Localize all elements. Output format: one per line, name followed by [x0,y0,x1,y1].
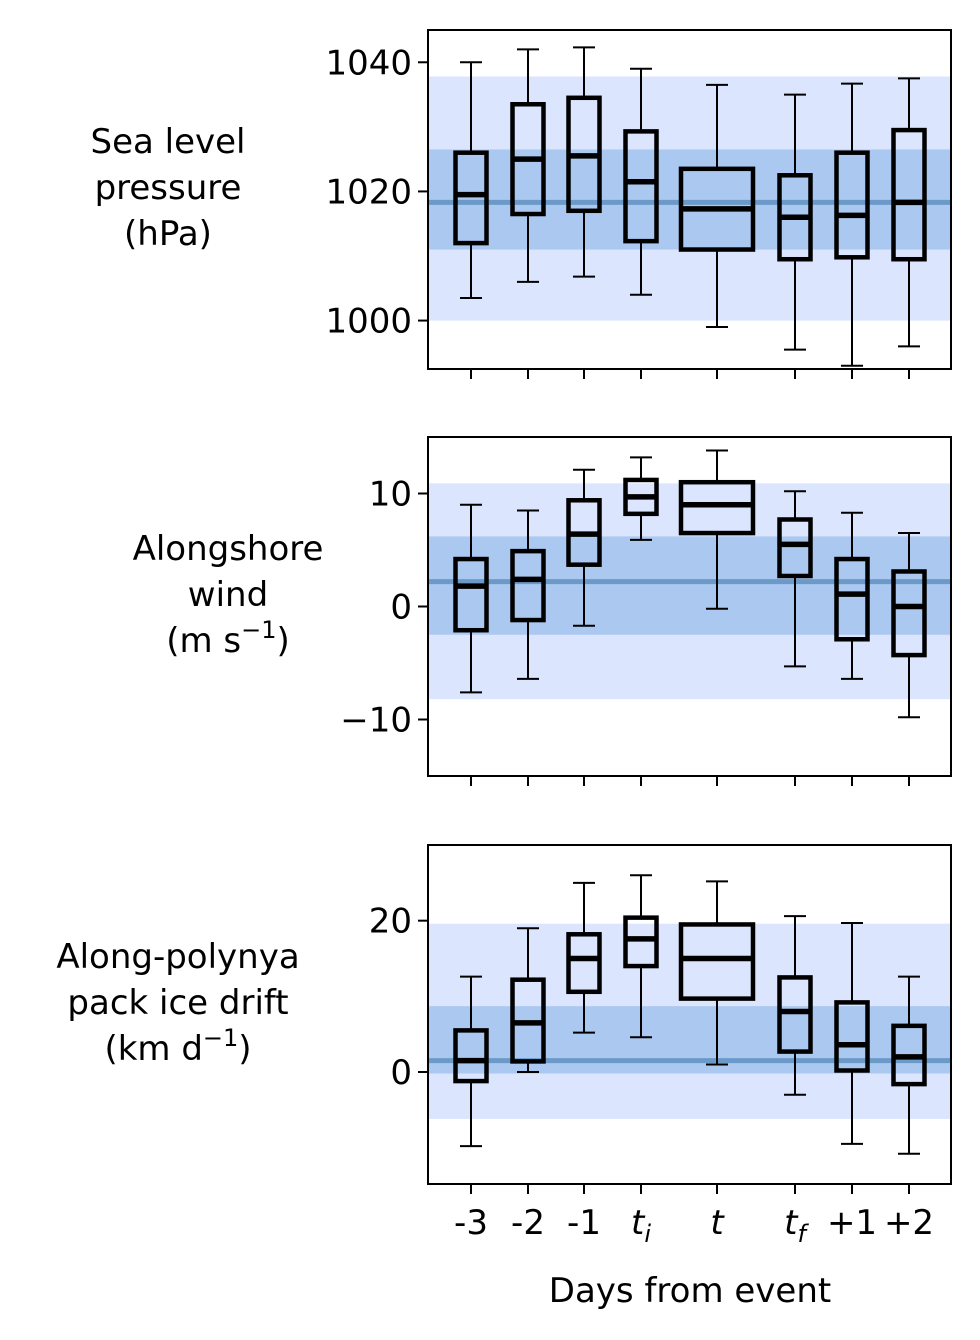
x-axis-label: Days from event [549,1271,831,1311]
x-tick-label: -1 [567,1203,601,1243]
climatology-inner-band [428,1006,951,1074]
box-iqr [453,150,489,246]
box--1 [566,46,602,278]
y-axis-label: Along-polynya pack ice drift (km d−1) [56,937,299,1069]
box-+1 [834,511,870,680]
x-tick-labels: -3 -2 -1 ti t tf +1 +2 [454,1203,934,1248]
y-tick-label: 10 [369,475,412,515]
box--2 [510,509,546,680]
y-tick-label: 1020 [325,172,412,212]
box-iqr [566,932,602,995]
panel-3: 0 20 Along-polynya pack ice drift (km d−1) [56,844,952,1194]
box-t [678,83,756,329]
box-iqr [777,517,813,579]
box-t_i [623,67,659,296]
box--3 [453,975,489,1148]
box-iqr [623,129,659,244]
box-iqr [678,922,756,1001]
box-t_f [777,93,813,351]
box--2 [510,927,546,1074]
y-tick-label: 20 [369,902,412,942]
box-+1 [834,921,870,1145]
box--1 [566,468,602,627]
y-tick-label: 1000 [325,302,412,342]
box-t_i [623,456,659,541]
climatology-inner-band [428,536,951,635]
box-iqr [891,569,927,658]
box-iqr [510,548,546,623]
y-tick-label: −10 [340,701,412,741]
box-iqr [834,1000,870,1073]
y-tick-label: 0 [390,588,412,628]
x-tick-label: -3 [454,1203,488,1243]
x-tick-label: tf [784,1203,809,1248]
box-iqr [453,1028,489,1084]
box-iqr [678,479,756,536]
box-t_f [777,915,813,1096]
box-+2 [891,532,927,719]
panel-1: 1000 1020 1040 Sea level pressure (hPa) [91,29,952,379]
box--1 [566,881,602,1034]
box-iqr [834,150,870,260]
box-t [678,880,756,1066]
y-axis-label: Alongshore wind (m s−1) [133,529,324,661]
box--2 [510,48,546,283]
box-+1 [834,82,870,367]
box-+2 [891,77,927,348]
x-tick-label: ti [631,1203,651,1248]
axes-frame [427,29,952,370]
box-t [678,449,756,610]
box-t_i [623,874,659,1039]
y-tick-label: 0 [390,1053,412,1093]
box-iqr [834,556,870,642]
box-t_f [777,490,813,668]
y-axis-label: Sea level pressure (hPa) [91,122,246,254]
x-tick-label: t [710,1203,725,1243]
box--3 [453,61,489,299]
x-tick-label: -2 [511,1203,545,1243]
y-tick-label: 1040 [325,43,412,83]
box-iqr [623,915,659,969]
box-+2 [891,975,927,1155]
box--3 [453,503,489,694]
box-iqr [891,127,927,262]
x-tick-label: +1 [827,1203,877,1243]
box-iqr [453,556,489,633]
climatology-inner-band [428,149,951,250]
panel-2: −10 0 10 Alongshore wind (m s−1) [133,436,952,786]
x-tick-label: +2 [884,1203,934,1243]
box-iqr [777,975,813,1054]
axes-frame [427,844,952,1185]
